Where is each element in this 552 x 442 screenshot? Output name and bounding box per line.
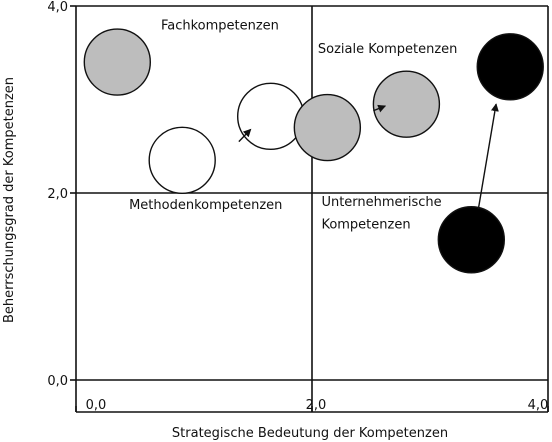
point-methoden — [148, 126, 216, 194]
arrow — [373, 104, 387, 113]
y-tick-label: 0,0 — [47, 374, 68, 389]
x-tick-label: 4,0 — [528, 398, 549, 413]
x-axis-label: Strategische Bedeutung der Kompetenzen — [172, 426, 448, 441]
annotation-label: Unternehmerische — [321, 195, 441, 210]
point-sozial — [293, 93, 362, 162]
annotation-label: Fachkompetenzen — [161, 18, 279, 33]
point-sozial — [372, 70, 441, 138]
annotation-label: Soziale Kompetenzen — [318, 42, 458, 57]
annotation-label: Methodenkompetenzen — [129, 198, 282, 213]
point-fach — [83, 28, 152, 96]
y-tick-label: 2,0 — [47, 187, 68, 202]
annotations: Fachkompetenzen Soziale Kompetenzen Method… — [129, 18, 457, 232]
axis-ticks: 0,0 2,0 4,0 0,0 2,0 4,0 — [47, 0, 549, 413]
data-points — [83, 28, 544, 274]
quadrant-lines — [76, 6, 548, 412]
y-axis-label: Beherrschungsgrad der Kompetenzen — [2, 77, 17, 323]
arrow — [238, 128, 252, 143]
x-tick-label: 0,0 — [86, 398, 107, 413]
arrow — [477, 103, 499, 210]
annotation-label: Kompetenzen — [321, 218, 410, 233]
point-unternehmerisch — [437, 206, 505, 274]
x-tick-label: 2,0 — [306, 398, 327, 413]
point-methoden — [237, 82, 305, 151]
point-unternehmerisch — [476, 33, 544, 101]
arrows — [238, 103, 499, 210]
y-tick-label: 4,0 — [47, 0, 68, 15]
